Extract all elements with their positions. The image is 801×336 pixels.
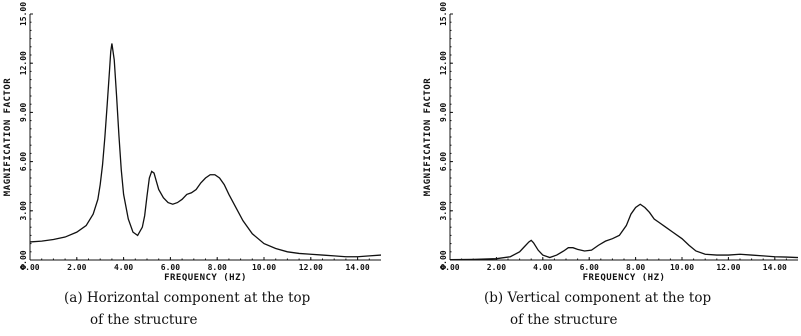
x-tick-label: 0.00 xyxy=(440,263,459,272)
y-tick-label: 12.00 xyxy=(439,51,448,75)
y-tick-label: 3.00 xyxy=(19,201,28,220)
y-tick-label: 6.00 xyxy=(19,152,28,171)
x-tick-label: 10.00 xyxy=(670,263,694,272)
y-tick-label: 15.00 xyxy=(19,2,28,26)
x-tick-label: 8.00 xyxy=(626,263,645,272)
panel-horizontal: 0.00 2.00 4.00 6.00 8.00 10.00 12.00 14.00 0.00 3… xyxy=(3,2,382,328)
y-axis-label: MAGNIFICATION FACTOR xyxy=(3,78,13,196)
y-tick-label: 9.00 xyxy=(19,103,28,122)
y-tick-label: 12.00 xyxy=(19,51,28,75)
x-axis-label: FREQUENCY (HZ) xyxy=(164,273,247,283)
y-tick-label: 3.00 xyxy=(439,201,448,220)
y-tick-label: 6.00 xyxy=(439,152,448,171)
series-line xyxy=(449,203,799,261)
x-axis-label: FREQUENCY (HZ) xyxy=(583,273,666,283)
panel-vertical: 0.00 2.00 4.00 6.00 8.00 10.00 12.00 14.00 0.00 3… xyxy=(423,2,799,328)
x-tick-label: 6.00 xyxy=(580,263,599,272)
x-tick-label: 10.00 xyxy=(252,263,276,272)
x-tick-label: 2.00 xyxy=(67,263,86,272)
caption-line-2: of the structure xyxy=(510,312,617,328)
y-axis-label: MAGNIFICATION FACTOR xyxy=(423,78,433,196)
caption-line-2: of the structure xyxy=(90,312,197,328)
x-tick-label: 2.00 xyxy=(487,263,506,272)
series-line xyxy=(29,43,382,258)
y-tick-label: 0.00 xyxy=(19,250,28,269)
x-tick-label: 12.00 xyxy=(716,263,740,272)
x-tick-label: 4.00 xyxy=(533,263,552,272)
x-tick-label: 0.00 xyxy=(20,263,39,272)
caption-line-1: (b) Vertical component at the top xyxy=(484,290,711,306)
y-tick-label: 0.00 xyxy=(439,250,448,269)
x-tick-label: 6.00 xyxy=(161,263,180,272)
y-tick-label: 9.00 xyxy=(439,103,448,122)
x-tick-label: 4.00 xyxy=(114,263,133,272)
y-tick-label: 15.00 xyxy=(439,2,448,26)
x-tick-label: 14.00 xyxy=(346,263,370,272)
x-tick-label: 12.00 xyxy=(299,263,323,272)
caption-line-1: (a) Horizontal component at the top xyxy=(64,290,310,306)
x-tick-label: 8.00 xyxy=(208,263,227,272)
x-tick-label: 14.00 xyxy=(763,263,787,272)
